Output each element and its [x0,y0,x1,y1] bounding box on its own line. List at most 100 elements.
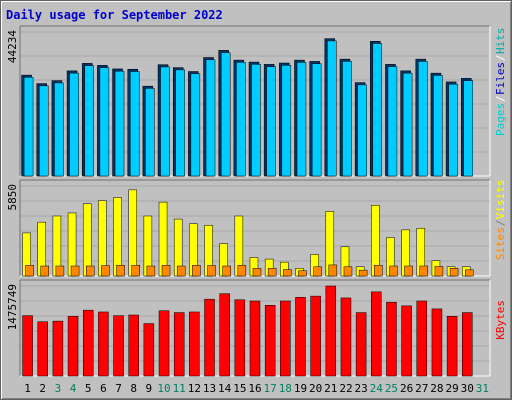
bar-files [418,61,428,177]
bar-sites [116,264,125,277]
bar-visits [98,200,107,277]
bar-files [54,82,64,177]
bar-kbytes [143,323,155,377]
bar-kbytes [340,297,352,377]
x-tick-label: 12 [188,382,201,395]
bar-files [129,71,140,177]
legend-separator: / [494,220,507,227]
bar-sites [176,265,186,277]
legend-pages: Pages [494,103,507,136]
bar-kbytes [67,315,79,377]
bar-kbytes [234,299,246,377]
bar-kbytes [37,321,48,377]
bar-files [175,69,185,177]
x-tick-label: 13 [203,382,216,395]
bar-sites [252,268,262,277]
bar-sites [465,269,474,277]
x-tick-label: 22 [339,382,352,395]
x-tick-label: 27 [415,382,428,395]
x-tick-label: 23 [355,382,368,395]
bar-kbytes [325,285,337,377]
x-tick-label: 30 [461,382,474,395]
bar-visits [82,203,92,277]
bar-sites [313,266,322,277]
x-tick-label: 4 [70,382,77,395]
x-tick-label: 10 [157,382,170,395]
bar-files [236,62,246,177]
bar-files [311,63,322,177]
bar-kbytes [128,314,139,377]
bar-files [463,80,474,177]
bar-files [296,62,307,177]
bar-sites [283,269,292,277]
bar-kbytes [264,305,276,377]
y-max-label: 44234 [6,30,19,63]
bar-kbytes [371,291,382,377]
bar-sites [298,270,307,277]
x-tick-label: 1 [24,382,31,395]
x-tick-label: 19 [294,382,307,395]
bar-files [327,40,337,177]
bar-files [448,83,458,177]
bar-sites [207,265,216,277]
bar-kbytes [416,300,428,377]
bar-kbytes [113,315,124,377]
x-tick-label: 9 [146,382,153,395]
bar-kbytes [219,293,230,377]
x-tick-label: 17 [264,382,277,395]
bar-files [205,59,216,177]
bar-files [114,70,125,177]
x-tick-label: 14 [218,382,232,395]
bar-sites [343,266,353,277]
x-tick-label: 5 [85,382,92,395]
legend-kbytes: KBytes [494,300,507,340]
bar-sites [358,269,368,277]
x-tick-label: 16 [248,382,261,395]
x-tick-label: 2 [39,382,46,395]
y-max-label: 1475749 [6,284,19,330]
x-tick-label: 26 [400,382,413,395]
bar-files [84,65,94,177]
bar-sites [404,265,413,277]
bar-files [281,65,292,177]
bar-kbytes [446,315,458,377]
bar-kbytes [431,308,443,377]
bar-files [342,61,352,177]
x-tick-label: 18 [279,382,292,395]
legend-hits: Hits [494,28,507,55]
x-tick-label: 7 [115,382,122,395]
bar-files [190,73,201,177]
bar-files [99,67,110,177]
bar-sites [449,268,459,277]
bar-sites [55,265,65,277]
bar-sites [237,264,247,277]
bar-files [251,64,261,177]
bar-files [23,77,34,177]
x-tick-label: 3 [55,382,62,395]
x-tick-label: 6 [100,382,107,395]
bar-files [38,85,49,177]
bar-sites [161,264,171,277]
bar-kbytes [280,300,291,377]
bar-files [69,72,79,177]
x-tick-label: 21 [324,382,337,395]
x-tick-label: 28 [430,382,443,395]
bar-kbytes [310,295,321,377]
bar-kbytes [295,297,306,377]
bar-kbytes [462,312,473,377]
bar-sites [374,264,383,277]
bar-sites [70,265,80,277]
legend-files: Files [494,62,507,95]
bar-kbytes [249,300,261,377]
bar-sites [25,264,34,277]
x-tick-label: 24 [370,382,384,395]
x-tick-label: 25 [385,382,398,395]
bar-files [160,66,170,177]
bar-kbytes [386,301,397,377]
y-max-label: 5850 [6,184,19,211]
legend-separator: / [494,95,507,102]
x-tick-label: 29 [445,382,458,395]
legend-separator: / [494,54,507,61]
bar-kbytes [82,309,94,377]
